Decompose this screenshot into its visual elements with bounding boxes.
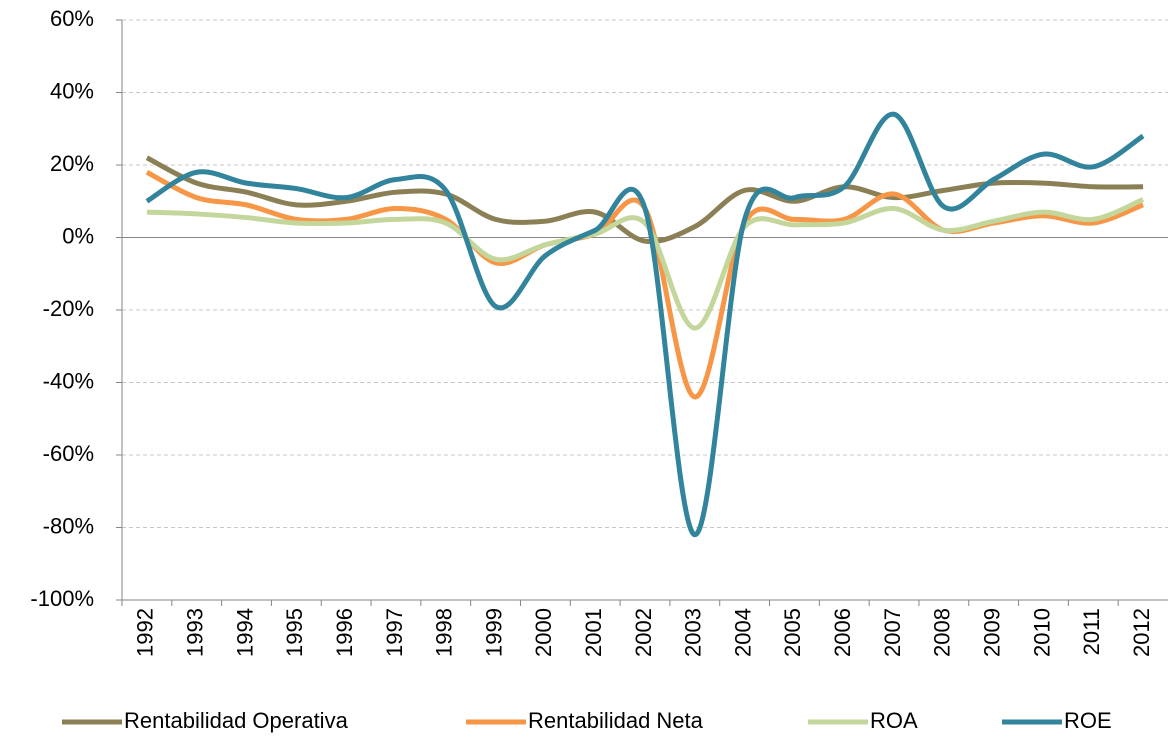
y-tick-label: 20% — [50, 151, 94, 176]
x-tick-label: 1996 — [332, 608, 357, 657]
x-tick-label: 1993 — [183, 608, 208, 657]
x-tick-label: 2004 — [730, 608, 755, 657]
x-tick-label: 2008 — [930, 608, 955, 657]
legend-label: ROA — [870, 708, 918, 733]
y-tick-label: -80% — [43, 513, 94, 538]
x-tick-label: 2003 — [681, 608, 706, 657]
legend-label: Rentabilidad Neta — [528, 708, 704, 733]
x-tick-label: 2012 — [1129, 608, 1154, 657]
y-tick-label: -20% — [43, 296, 94, 321]
y-tick-label: -60% — [43, 441, 94, 466]
series-line — [145, 155, 1144, 245]
x-tick-label: 2006 — [830, 608, 855, 657]
y-tick-label: -100% — [30, 586, 94, 611]
y-tick-label: 60% — [50, 6, 94, 31]
x-tick-label: 1994 — [232, 608, 257, 657]
x-tick-label: 2010 — [1029, 608, 1054, 657]
x-tick-label: 2001 — [581, 608, 606, 657]
y-tick-label: 40% — [50, 78, 94, 103]
x-tick-label: 1998 — [432, 608, 457, 657]
x-tick-label: 2007 — [880, 608, 905, 657]
series-line — [145, 111, 1145, 538]
x-tick-label: 1997 — [382, 608, 407, 657]
x-tick-label: 2002 — [631, 608, 656, 657]
x-tick-label: 2005 — [780, 608, 805, 657]
y-tick-label: 0% — [62, 223, 94, 248]
x-tick-label: 1995 — [282, 608, 307, 657]
y-tick-label: -40% — [43, 368, 94, 393]
x-tick-label: 1992 — [133, 608, 158, 657]
x-tick-label: 2009 — [979, 608, 1004, 657]
legend-label: ROE — [1064, 708, 1112, 733]
x-tick-label: 1999 — [481, 608, 506, 657]
x-tick-label: 2011 — [1079, 608, 1104, 655]
legend-label: Rentabilidad Operativa — [124, 708, 349, 733]
x-tick-label: 2000 — [531, 608, 556, 657]
